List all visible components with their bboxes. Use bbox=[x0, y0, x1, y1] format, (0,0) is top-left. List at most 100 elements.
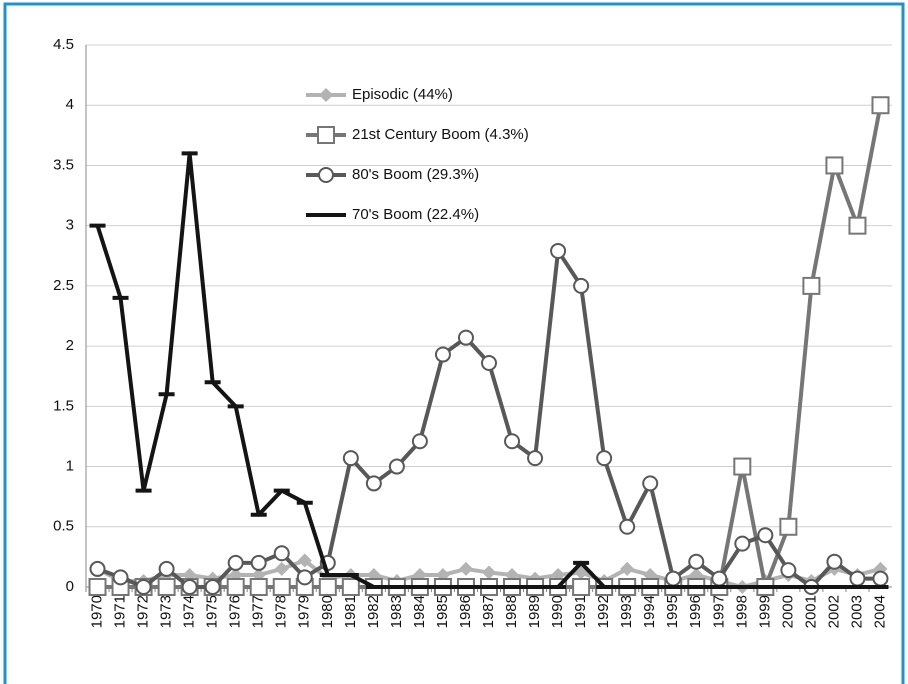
data-point bbox=[780, 562, 797, 579]
x-tick-label: 2004 bbox=[871, 595, 888, 628]
data-point bbox=[297, 553, 312, 568]
data-point bbox=[482, 565, 496, 580]
x-tick-label: 1974 bbox=[181, 595, 198, 628]
data-point bbox=[226, 578, 245, 596]
x-tick-label: 1993 bbox=[618, 595, 635, 628]
data-point bbox=[88, 578, 107, 596]
y-tick-label: 2.5 bbox=[53, 277, 74, 294]
x-tick-label: 1994 bbox=[641, 595, 658, 628]
x-tick-label: 2000 bbox=[779, 595, 796, 628]
x-tick-label: 1973 bbox=[158, 595, 175, 628]
x-tick-label: 1983 bbox=[388, 595, 405, 628]
x-tick-label: 1981 bbox=[342, 595, 359, 628]
data-point bbox=[204, 579, 221, 595]
data-point bbox=[249, 578, 268, 596]
data-point bbox=[802, 276, 821, 295]
data-point bbox=[342, 450, 359, 467]
x-tick-label: 1988 bbox=[503, 595, 520, 628]
data-point bbox=[573, 277, 590, 294]
legend-marker bbox=[319, 88, 333, 102]
data-point bbox=[825, 156, 844, 175]
x-tick-label: 1990 bbox=[549, 595, 566, 628]
x-tick-label: 1977 bbox=[250, 595, 267, 628]
y-tick-label: 0.5 bbox=[53, 518, 74, 535]
data-point bbox=[157, 578, 176, 596]
x-tick-label: 2002 bbox=[825, 595, 842, 628]
x-tick-label: 1989 bbox=[526, 595, 543, 628]
data-point bbox=[688, 553, 705, 570]
data-point bbox=[341, 578, 360, 596]
data-point bbox=[665, 570, 682, 587]
data-point bbox=[411, 433, 428, 450]
data-point bbox=[365, 475, 382, 492]
legend-marker bbox=[318, 167, 334, 183]
data-point bbox=[273, 545, 290, 562]
x-tick-label: 1976 bbox=[227, 595, 244, 628]
data-point bbox=[434, 346, 451, 363]
x-tick-label: 1996 bbox=[687, 595, 704, 628]
y-tick-label: 0 bbox=[66, 578, 74, 595]
data-point bbox=[181, 579, 198, 595]
data-point bbox=[848, 216, 867, 235]
x-tick-label: 1982 bbox=[365, 595, 382, 628]
data-point bbox=[527, 450, 544, 467]
data-point bbox=[318, 578, 337, 596]
data-point bbox=[826, 553, 843, 570]
x-tick-label: 1980 bbox=[319, 595, 336, 628]
data-point bbox=[849, 570, 866, 587]
data-point bbox=[871, 96, 890, 115]
y-tick-label: 4.5 bbox=[53, 36, 74, 53]
x-tick-label: 1972 bbox=[135, 595, 152, 628]
x-tick-label: 1992 bbox=[595, 595, 612, 628]
y-tick-label: 3 bbox=[66, 217, 74, 234]
data-point bbox=[457, 329, 474, 346]
data-point bbox=[227, 554, 244, 571]
data-point bbox=[642, 475, 659, 492]
data-point bbox=[388, 458, 405, 475]
x-tick-label: 1979 bbox=[296, 595, 313, 628]
data-point bbox=[757, 527, 774, 544]
data-point bbox=[158, 560, 175, 577]
data-point bbox=[250, 554, 267, 571]
legend-label: Episodic (44%) bbox=[352, 86, 453, 103]
x-tick-label: 1985 bbox=[434, 595, 451, 628]
data-point bbox=[504, 433, 521, 450]
data-point bbox=[572, 578, 591, 596]
x-tick-label: 1970 bbox=[88, 595, 105, 628]
data-point bbox=[620, 561, 635, 576]
y-tick-label: 3.5 bbox=[53, 156, 74, 173]
x-tick-label: 1975 bbox=[204, 595, 221, 628]
data-point bbox=[734, 535, 751, 552]
x-tick-label: 1991 bbox=[572, 595, 589, 628]
data-point bbox=[296, 569, 313, 586]
y-tick-label: 1 bbox=[66, 458, 74, 475]
data-point bbox=[711, 570, 728, 587]
data-point bbox=[89, 560, 106, 577]
x-tick-label: 1971 bbox=[112, 595, 129, 628]
data-point bbox=[872, 570, 889, 587]
legend-label: 21st Century Boom (4.3%) bbox=[352, 126, 529, 143]
legend-label: 70's Boom (22.4%) bbox=[352, 206, 479, 223]
data-point bbox=[274, 561, 289, 576]
data-point bbox=[619, 518, 636, 535]
x-tick-label: 1984 bbox=[411, 595, 428, 628]
x-tick-label: 1978 bbox=[273, 595, 290, 628]
x-tick-label: 1995 bbox=[664, 595, 681, 628]
x-tick-label: 1998 bbox=[733, 595, 750, 628]
data-point bbox=[550, 242, 567, 259]
data-point bbox=[596, 450, 613, 467]
x-tick-label: 1987 bbox=[480, 595, 497, 628]
x-tick-label: 2001 bbox=[802, 595, 819, 628]
x-tick-label: 1999 bbox=[756, 595, 773, 628]
y-tick-label: 1.5 bbox=[53, 397, 74, 414]
y-tick-label: 2 bbox=[66, 337, 74, 354]
data-point bbox=[733, 457, 752, 476]
data-point bbox=[272, 578, 291, 596]
frame bbox=[3, 2, 905, 684]
x-tick-label: 1986 bbox=[457, 595, 474, 628]
data-point bbox=[112, 569, 129, 586]
legend-marker bbox=[317, 126, 335, 144]
data-point bbox=[481, 354, 497, 371]
data-point bbox=[779, 517, 798, 536]
